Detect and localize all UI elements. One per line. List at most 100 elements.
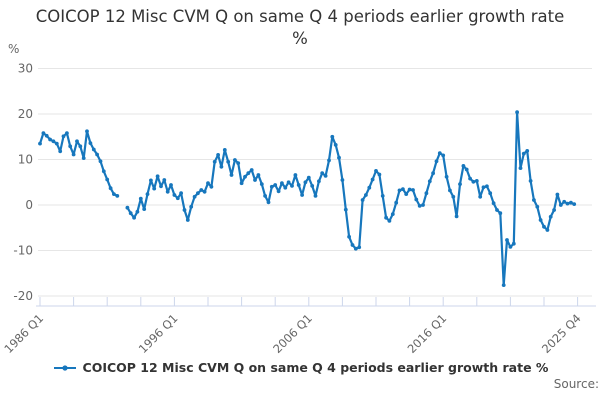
- data-point-marker[interactable]: [108, 186, 113, 191]
- data-point-marker[interactable]: [384, 215, 388, 220]
- data-point-marker[interactable]: [41, 131, 46, 136]
- data-point-marker[interactable]: [327, 158, 331, 163]
- data-point-marker[interactable]: [525, 149, 530, 153]
- data-point-marker[interactable]: [68, 144, 73, 149]
- data-point-marker[interactable]: [532, 198, 536, 202]
- data-point-marker[interactable]: [437, 151, 442, 156]
- data-point-marker[interactable]: [528, 179, 533, 183]
- data-point-marker[interactable]: [38, 141, 42, 146]
- data-point-marker[interactable]: [192, 194, 197, 199]
- data-point-marker[interactable]: [511, 241, 516, 246]
- data-point-marker[interactable]: [485, 184, 489, 189]
- data-point-marker[interactable]: [565, 201, 570, 206]
- data-point-marker[interactable]: [196, 191, 200, 196]
- data-point-marker[interactable]: [364, 193, 368, 197]
- data-point-marker[interactable]: [518, 166, 523, 171]
- data-point-marker[interactable]: [48, 137, 52, 142]
- data-point-marker[interactable]: [515, 110, 519, 115]
- data-point-marker[interactable]: [353, 246, 358, 251]
- data-point-marker[interactable]: [98, 159, 103, 164]
- data-point-marker[interactable]: [209, 184, 214, 189]
- data-point-marker[interactable]: [505, 238, 509, 242]
- data-point-marker[interactable]: [296, 183, 301, 187]
- data-point-marker[interactable]: [451, 194, 456, 199]
- data-point-marker[interactable]: [128, 211, 133, 216]
- data-point-marker[interactable]: [182, 208, 187, 212]
- data-point-marker[interactable]: [142, 207, 147, 212]
- data-point-marker[interactable]: [212, 159, 217, 164]
- data-point-marker[interactable]: [162, 178, 167, 182]
- data-point-marker[interactable]: [286, 180, 291, 185]
- data-point-marker[interactable]: [216, 153, 221, 157]
- data-point-marker[interactable]: [411, 188, 415, 192]
- data-point-marker[interactable]: [236, 161, 241, 166]
- data-point-marker[interactable]: [263, 194, 267, 198]
- data-point-marker[interactable]: [444, 174, 449, 179]
- data-point-marker[interactable]: [266, 200, 271, 205]
- data-point-marker[interactable]: [229, 173, 234, 177]
- data-point-marker[interactable]: [521, 151, 526, 156]
- data-point-marker[interactable]: [243, 174, 247, 179]
- data-point-marker[interactable]: [323, 174, 328, 178]
- data-point-marker[interactable]: [199, 188, 204, 192]
- data-point-marker[interactable]: [317, 179, 321, 184]
- data-point-marker[interactable]: [259, 182, 264, 187]
- data-point-marker[interactable]: [313, 194, 318, 198]
- data-point-marker[interactable]: [370, 177, 375, 182]
- data-point-marker[interactable]: [300, 193, 304, 197]
- data-point-marker[interactable]: [454, 214, 459, 219]
- data-point-marker[interactable]: [414, 197, 419, 202]
- data-point-marker[interactable]: [71, 152, 76, 157]
- data-point-marker[interactable]: [293, 173, 298, 177]
- data-point-marker[interactable]: [175, 196, 180, 201]
- data-point-marker[interactable]: [542, 224, 546, 229]
- data-point-marker[interactable]: [468, 176, 472, 181]
- data-point-marker[interactable]: [404, 192, 409, 197]
- data-point-marker[interactable]: [222, 148, 227, 152]
- data-point-marker[interactable]: [471, 179, 476, 184]
- data-point-marker[interactable]: [501, 283, 506, 287]
- data-point-marker[interactable]: [233, 158, 237, 162]
- data-point-marker[interactable]: [306, 175, 311, 180]
- data-point-marker[interactable]: [441, 153, 446, 158]
- data-point-marker[interactable]: [394, 200, 399, 205]
- data-point-marker[interactable]: [555, 192, 560, 197]
- data-point-marker[interactable]: [367, 185, 372, 190]
- data-point-marker[interactable]: [377, 172, 382, 177]
- data-point-marker[interactable]: [431, 171, 435, 176]
- data-point-marker[interactable]: [138, 196, 143, 201]
- data-point-marker[interactable]: [75, 139, 79, 144]
- data-point-marker[interactable]: [427, 179, 432, 184]
- data-point-marker[interactable]: [303, 180, 308, 185]
- data-point-marker[interactable]: [273, 183, 278, 187]
- data-point-marker[interactable]: [179, 191, 184, 196]
- data-point-marker[interactable]: [61, 134, 66, 139]
- data-point-marker[interactable]: [448, 188, 452, 193]
- data-point-marker[interactable]: [101, 169, 106, 174]
- data-point-marker[interactable]: [478, 194, 483, 199]
- data-point-marker[interactable]: [347, 234, 351, 239]
- data-point-marker[interactable]: [165, 189, 170, 194]
- data-point-marker[interactable]: [397, 188, 402, 193]
- data-point-marker[interactable]: [202, 189, 207, 194]
- data-point-marker[interactable]: [417, 204, 422, 208]
- data-point-marker[interactable]: [434, 159, 439, 164]
- data-point-marker[interactable]: [91, 147, 96, 152]
- data-point-marker[interactable]: [283, 185, 288, 190]
- data-point-marker[interactable]: [495, 208, 499, 212]
- data-point-marker[interactable]: [152, 186, 157, 191]
- data-point-marker[interactable]: [340, 178, 345, 182]
- data-point-marker[interactable]: [149, 178, 153, 183]
- data-point-marker[interactable]: [88, 141, 93, 146]
- data-point-marker[interactable]: [155, 174, 160, 179]
- data-point-marker[interactable]: [572, 202, 577, 207]
- data-point-marker[interactable]: [58, 149, 63, 154]
- data-point-marker[interactable]: [185, 218, 190, 222]
- data-point-marker[interactable]: [290, 184, 294, 188]
- data-point-marker[interactable]: [206, 181, 210, 186]
- data-point-marker[interactable]: [51, 139, 56, 144]
- data-point-marker[interactable]: [360, 198, 365, 202]
- data-point-marker[interactable]: [380, 194, 385, 198]
- data-point-marker[interactable]: [246, 171, 251, 176]
- data-point-marker[interactable]: [269, 184, 274, 189]
